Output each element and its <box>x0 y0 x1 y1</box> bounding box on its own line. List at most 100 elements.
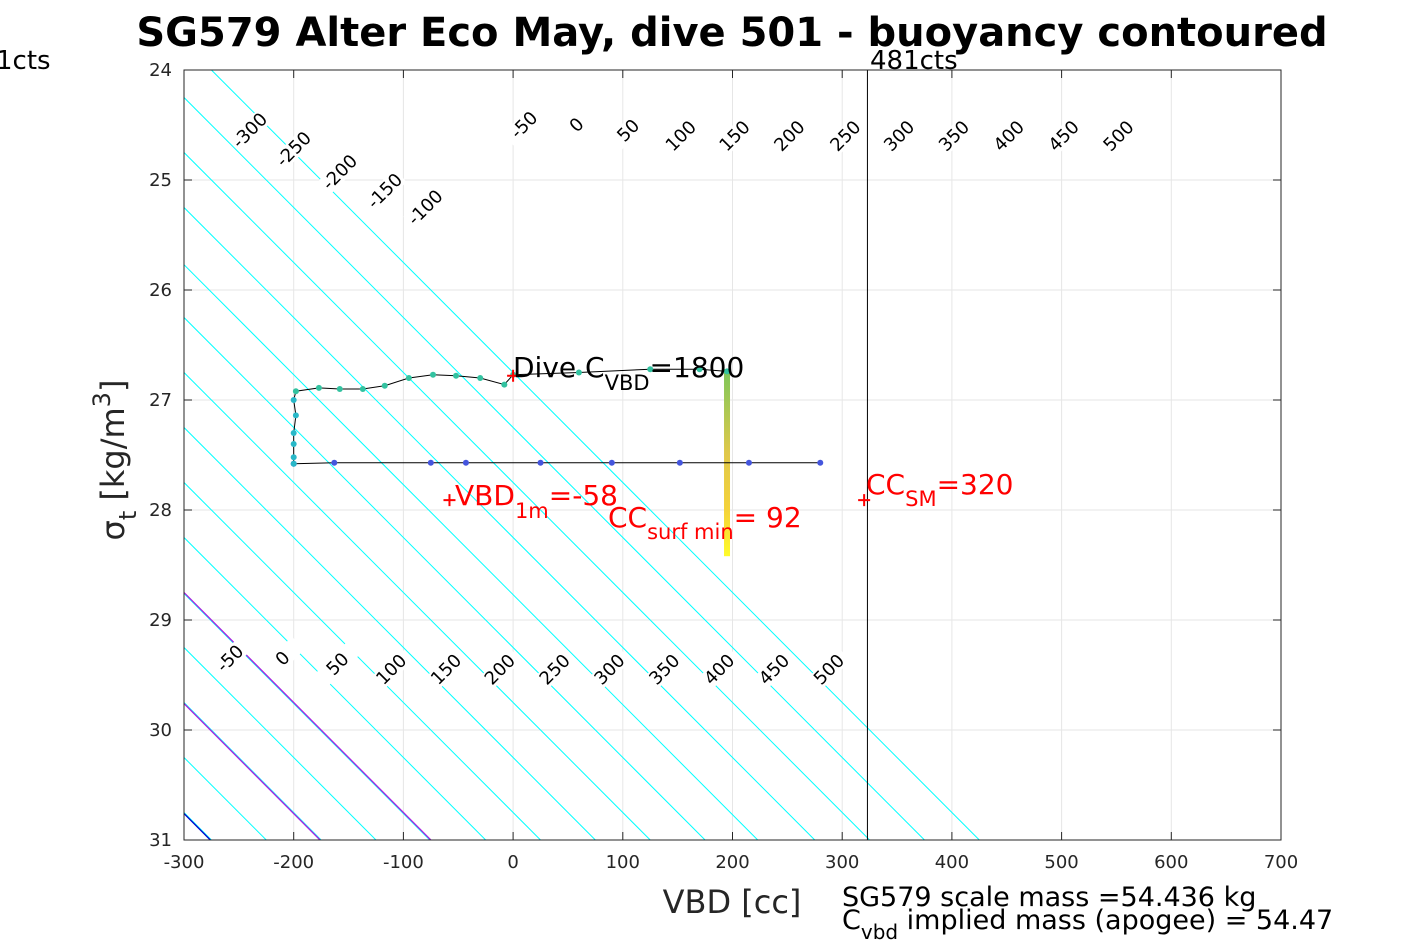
contour-label-bg <box>554 103 599 147</box>
contour-label-bg <box>587 647 632 692</box>
contour-line <box>184 206 816 840</box>
climb-point <box>477 375 484 381</box>
vbd-1m-annotation: VBD1m=-58 <box>455 479 618 523</box>
y-tick-label: 24 <box>149 60 172 81</box>
contour-lines <box>0 70 980 840</box>
contour-label-bg <box>502 103 546 147</box>
contour-label-bg <box>1041 114 1086 158</box>
x-tick-label: 0 <box>507 852 518 873</box>
contour-label-bg <box>606 108 651 153</box>
x-tick-label: -100 <box>383 852 424 873</box>
climb-point <box>290 441 297 447</box>
x-tick-label: 400 <box>935 852 969 873</box>
climb-point <box>290 454 297 461</box>
contour-label-bg <box>932 114 977 158</box>
x-axis-label: VBD [cc] <box>663 883 802 921</box>
contour-line <box>184 263 759 840</box>
climb-point <box>381 382 388 389</box>
climb-point <box>453 372 460 379</box>
climb-point <box>290 397 297 403</box>
x-tick-label: 600 <box>1154 852 1188 873</box>
dive-point <box>817 459 824 466</box>
contour-label-bg <box>642 647 687 692</box>
y-tick-label: 30 <box>149 720 172 741</box>
contour-label-bg <box>317 150 362 195</box>
climb-point <box>359 386 366 392</box>
chart-title: SG579 Alter Eco May, dive 501 - buoyancy… <box>136 10 1327 56</box>
y-tick-label: 28 <box>149 500 172 521</box>
contour-line <box>184 316 706 840</box>
contour-label-bg <box>227 108 272 153</box>
climb-point <box>430 371 437 378</box>
contour-label-bg <box>712 114 757 158</box>
dive-point <box>676 459 683 466</box>
contour-label-bg <box>362 169 407 213</box>
contour-line <box>184 481 541 840</box>
climb-point <box>336 386 343 392</box>
climb-point <box>405 375 412 381</box>
dive-point <box>427 459 434 466</box>
contour-label-bg <box>260 636 305 681</box>
contour-label-bg <box>697 647 742 692</box>
contour-line <box>184 426 596 840</box>
ticks: -300 -200 -100 0 100 200 300 400 500 600 700 24 25 26… <box>149 60 1298 873</box>
climb-point <box>647 366 654 373</box>
cc-sm-annotation: CCSM=320 <box>866 468 1013 511</box>
climb-point <box>724 368 731 375</box>
dive-point <box>537 459 544 466</box>
x-tick-label: 200 <box>715 852 749 873</box>
contour-label-bg <box>659 114 703 158</box>
climb-point <box>575 369 582 376</box>
x-tick-label: 300 <box>825 852 859 873</box>
climb-point <box>315 384 322 391</box>
dive-data <box>290 366 824 557</box>
y-tick-label: 27 <box>149 390 172 411</box>
scale-mass-text: SG579 scale mass =54.436 kg <box>842 882 1256 913</box>
contour-label-bg <box>271 127 316 172</box>
y-tick-label: 26 <box>149 280 172 301</box>
climb-point <box>292 412 299 419</box>
contour-label-bg <box>532 647 577 692</box>
climb-point <box>696 366 703 373</box>
x-tick-label: 700 <box>1264 852 1298 873</box>
y-axis-label: σt [kg/m3] <box>88 380 142 541</box>
x-tick-label: -300 <box>164 852 205 873</box>
contour-label-bg <box>424 647 469 692</box>
dive-point <box>745 459 752 466</box>
contour-line <box>184 96 925 840</box>
cc-surf-min-annotation: CCsurf min= 92 <box>608 501 802 544</box>
cc-sm-marker <box>858 494 871 507</box>
contour-line <box>211 70 980 840</box>
climb-point <box>501 381 508 388</box>
implied-mass-text: Cvbd implied mass (apogee) = 54.47 <box>842 905 1333 944</box>
contour-label-bg <box>1096 114 1141 158</box>
markers <box>443 369 871 507</box>
y-tick-label: 29 <box>149 610 172 631</box>
contour-label-bg <box>767 114 812 158</box>
y-tick-label: 31 <box>149 830 172 851</box>
climb-point <box>292 388 299 395</box>
right-cts-label: 481cts <box>870 46 958 76</box>
dive-point <box>608 459 615 466</box>
left-cts-label: 1cts <box>0 46 51 76</box>
dive-point <box>331 459 338 466</box>
climb-point <box>290 430 297 436</box>
contour-label-bg <box>823 114 868 158</box>
contour-line <box>184 701 322 840</box>
special-contour-line <box>184 591 432 840</box>
contour-line <box>184 371 651 840</box>
contour-label-bg <box>752 647 797 692</box>
contour-line <box>0 70 47 840</box>
contour-line <box>184 536 487 840</box>
contour-line <box>0 70 157 840</box>
contour-label-bg <box>369 647 414 692</box>
contour-line <box>184 151 870 840</box>
contour-label-bg <box>877 114 922 158</box>
dive-cvbd-annotation: Dive CVBD=1800 <box>513 351 744 395</box>
climb-point <box>290 460 297 467</box>
contour-line <box>184 592 431 840</box>
x-tick-label: 500 <box>1044 852 1078 873</box>
contour-line <box>0 70 102 840</box>
special-contour-line <box>184 702 321 840</box>
